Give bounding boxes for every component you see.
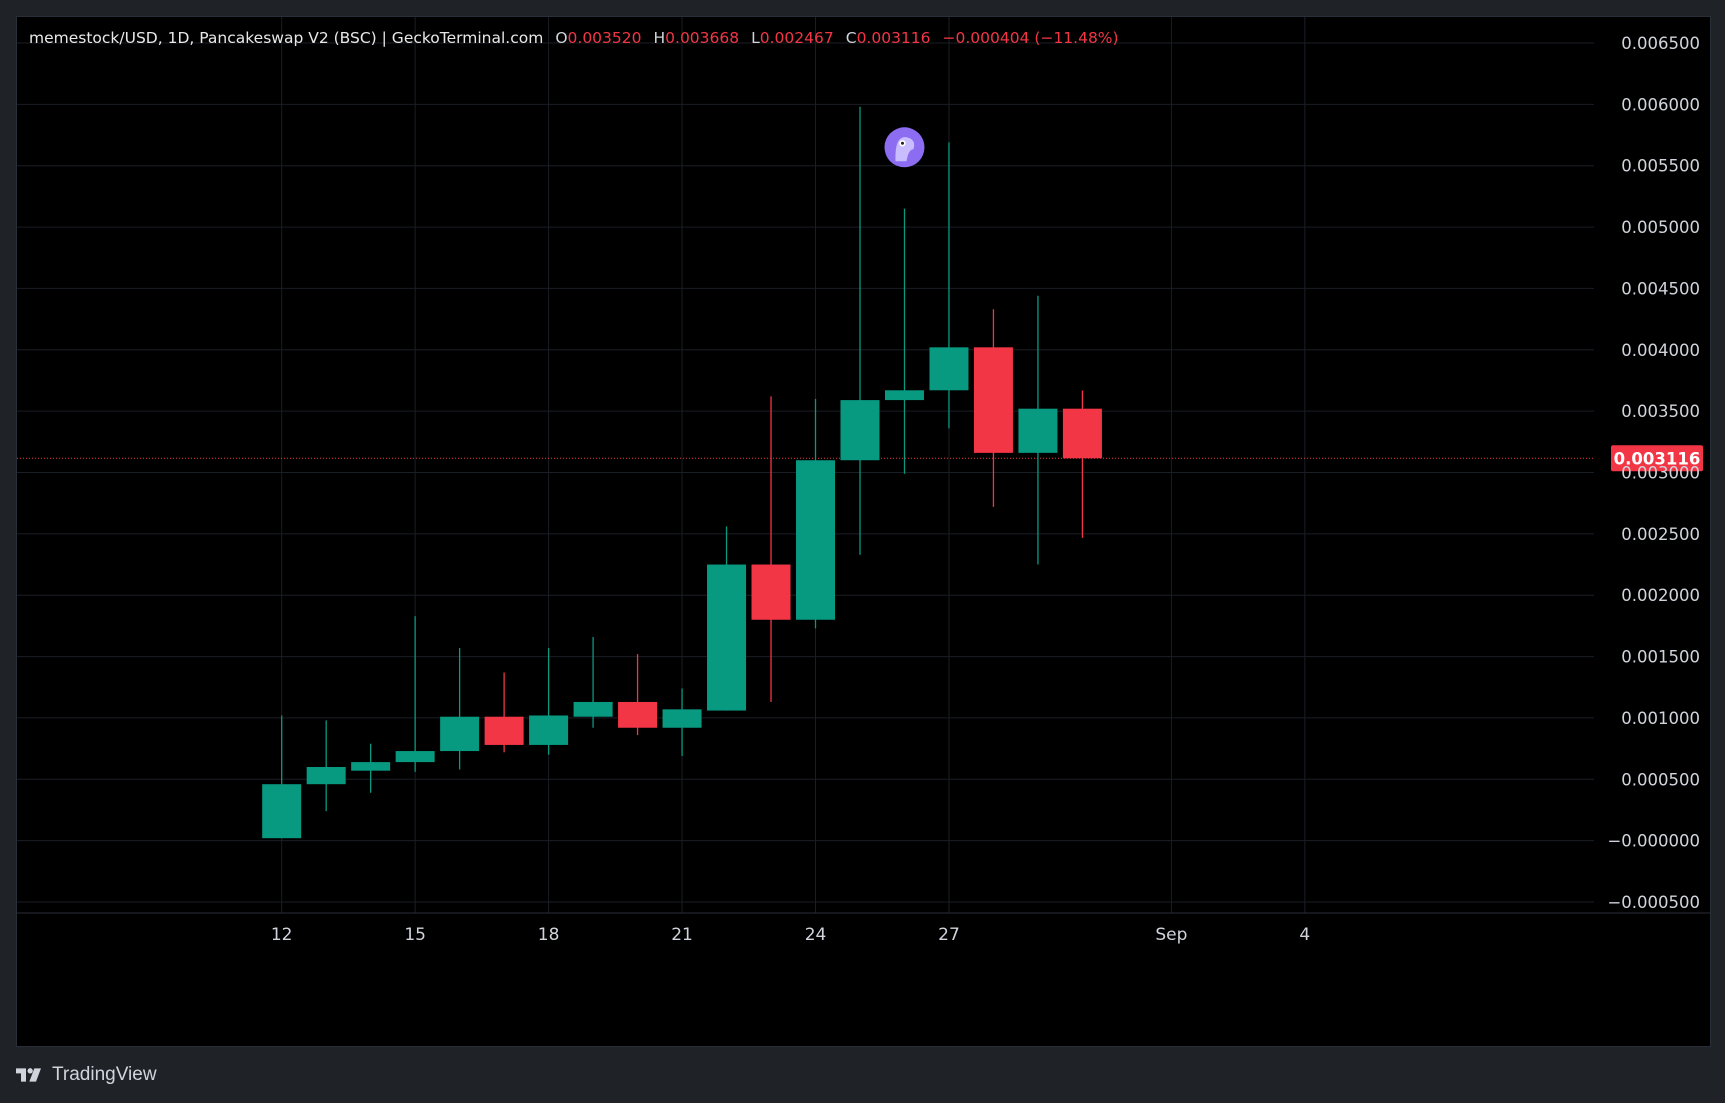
- axis-layer: 0.006500 0.006000 0.005500 0.005000 0.004500…: [17, 34, 1710, 945]
- candle-body: [529, 715, 569, 745]
- candle-up[interactable]: [306, 720, 346, 812]
- y-tick-label: 0.003000: [1621, 464, 1700, 483]
- candle-up[interactable]: [840, 106, 880, 555]
- y-tick-label: 0.003500: [1621, 402, 1700, 421]
- candle-up[interactable]: [662, 688, 702, 756]
- y-tick-label: −0.000500: [1607, 893, 1700, 912]
- candle-body: [662, 709, 702, 728]
- y-tick-label: 0.006500: [1621, 34, 1700, 53]
- candle-up[interactable]: [262, 715, 302, 839]
- candle-down[interactable]: [751, 396, 791, 702]
- candle-up[interactable]: [884, 208, 924, 474]
- symbol-title: memestock/USD, 1D, Pancakeswap V2 (BSC) …: [29, 29, 544, 47]
- candle-body: [1062, 408, 1102, 459]
- candle-body: [751, 564, 791, 620]
- candle-body: [618, 701, 658, 728]
- low-label: L: [751, 29, 760, 47]
- current-price-badge: [1611, 445, 1703, 472]
- x-tick-label: 18: [538, 925, 560, 945]
- candle-up[interactable]: [351, 743, 391, 793]
- candle-up[interactable]: [573, 636, 613, 728]
- candle-down[interactable]: [1062, 390, 1102, 538]
- candlestick-chart[interactable]: 0.003116 0.006500 0.006000 0.005500 0.00500…: [17, 17, 1710, 1046]
- gecko-icon-pupil: [900, 141, 904, 145]
- candle-body: [884, 390, 924, 401]
- candle-body: [440, 716, 480, 752]
- candle-up[interactable]: [929, 142, 969, 429]
- candle-body: [395, 751, 435, 763]
- chart-frame[interactable]: 0.003116 0.006500 0.006000 0.005500 0.00500…: [16, 16, 1711, 1047]
- candle-body: [929, 347, 969, 391]
- y-tick-label: 0.002500: [1621, 525, 1700, 544]
- y-tick-label: 0.000500: [1621, 770, 1700, 789]
- event-marker-layer: [884, 127, 925, 168]
- close-value: 0.003116: [856, 29, 931, 47]
- x-tick-label: 15: [404, 925, 426, 945]
- x-tick-label: 12: [271, 925, 293, 945]
- high-label: H: [653, 29, 666, 47]
- tradingview-logo-icon: [16, 1068, 41, 1082]
- candle-body: [351, 762, 391, 771]
- candle-body: [707, 564, 747, 711]
- candle-down[interactable]: [618, 654, 658, 736]
- x-tick-label: 27: [938, 925, 960, 945]
- candle-down[interactable]: [484, 672, 524, 753]
- candle-up[interactable]: [796, 398, 836, 629]
- candle-up[interactable]: [529, 647, 569, 755]
- candle-layer: [262, 106, 1102, 839]
- candle-up[interactable]: [707, 526, 747, 711]
- y-tick-label: 0.006000: [1621, 95, 1700, 114]
- candle-body: [796, 460, 836, 620]
- y-tick-label: 0.001500: [1621, 648, 1700, 667]
- candle-body: [840, 400, 880, 461]
- open-label: O: [555, 29, 568, 47]
- grid-layer: [17, 17, 1594, 913]
- low-value: 0.002467: [759, 29, 834, 47]
- current-price-line-layer: 0.003116: [17, 445, 1703, 472]
- current-price-label: 0.003116: [1614, 449, 1701, 468]
- candle-body: [973, 347, 1013, 453]
- candle-up[interactable]: [395, 616, 435, 772]
- candle-body: [306, 767, 346, 785]
- close-label: C: [845, 29, 857, 47]
- y-tick-label: −0.000000: [1607, 832, 1700, 851]
- x-tick-label: 4: [1299, 925, 1310, 945]
- open-value: 0.003520: [567, 29, 642, 47]
- candle-body: [573, 701, 613, 717]
- chart-legend: memestock/USD, 1D, Pancakeswap V2 (BSC) …: [29, 29, 1119, 47]
- high-value: 0.003668: [665, 29, 740, 47]
- x-tick-label: Sep: [1155, 925, 1187, 945]
- y-tick-label: 0.005000: [1621, 218, 1700, 237]
- candle-up[interactable]: [1018, 295, 1058, 565]
- y-tick-label: 0.004000: [1621, 341, 1700, 360]
- candle-body: [484, 716, 524, 745]
- gecko-icon[interactable]: [884, 127, 925, 168]
- y-tick-label: 0.005500: [1621, 157, 1700, 176]
- candle-body: [262, 784, 302, 839]
- x-tick-label: 21: [671, 925, 693, 945]
- y-tick-label: 0.001000: [1621, 709, 1700, 728]
- y-tick-label: 0.002000: [1621, 586, 1700, 605]
- change-value: −0.000404 (−11.48%): [942, 29, 1119, 47]
- x-tick-label: 24: [805, 925, 827, 945]
- candle-down[interactable]: [973, 309, 1013, 507]
- y-tick-label: 0.004500: [1621, 279, 1700, 298]
- tradingview-brand-text: TradingView: [52, 1064, 157, 1085]
- footer-branding[interactable]: TradingView: [16, 1060, 157, 1090]
- candle-up[interactable]: [440, 647, 480, 770]
- candle-body: [1018, 408, 1058, 453]
